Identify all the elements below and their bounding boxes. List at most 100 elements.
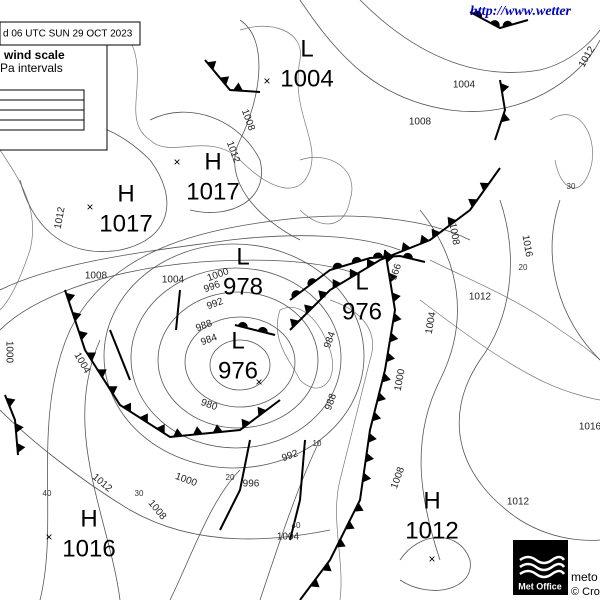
isobar-label: 1008 [409,117,432,128]
cold-front-symbol [389,332,399,343]
cold-front-symbol [219,76,230,86]
cold-front-symbol [304,304,314,314]
cold-front-symbol [212,424,223,433]
system-kind: L [236,243,249,270]
cold-front-symbol [172,428,183,437]
centre-marker: × [263,74,270,88]
cold-front-symbol [108,386,118,395]
cold-front-symbol [139,413,148,423]
isobar-label: 1004 [277,532,300,543]
latitude-label: 40 [43,489,52,498]
cold-front-symbol [156,424,165,434]
cold-front-symbol [385,252,395,263]
cold-front-symbol [479,182,490,192]
cold-front-symbol [381,372,391,383]
latitude-label: 30 [135,489,144,498]
system-pressure: 1017 [186,178,239,205]
warm-front-symbol [402,252,413,260]
warm-front-symbol [472,10,483,19]
cold-front-symbol [392,292,401,303]
warm-front-symbol [332,262,343,270]
warm-front-symbol [490,20,500,28]
centre-marker: × [45,530,52,544]
cold-front-symbol [349,268,359,279]
system-pressure: 976 [342,298,382,325]
cold-front-symbol [362,472,372,483]
system-pressure: 976 [218,357,258,384]
system-kind: L [355,268,368,295]
warm-front-symbol [237,321,248,329]
cold-front-symbol [500,112,511,123]
system-kind: H [80,505,97,532]
isobar-label: 996 [243,479,260,490]
legend-title: wind scale [3,48,65,62]
cold-front-symbol [366,258,376,268]
isobar-label: 1008 [447,222,462,246]
warm-front-symbol [502,20,513,28]
front-line [204,59,261,93]
cold-front-symbol [290,318,300,328]
logo-waves [519,555,566,579]
front-line [175,289,181,331]
cold-front-symbol [388,272,398,283]
warm-front-symbol [307,278,317,287]
cold-front-symbol [318,290,328,300]
cold-front-symbol [97,369,107,378]
centre-marker: × [255,375,262,389]
cold-front-symbol [447,216,457,227]
coastlines [0,26,600,600]
front-line [219,439,251,531]
cold-front-symbol [386,352,395,363]
cold-front-symbol [368,432,377,443]
logo-name: meto [571,570,598,584]
front-line [289,439,306,541]
latitude-label: 20 [226,473,235,482]
isobar-label: 1016 [520,234,535,258]
front-line [299,249,397,600]
system-kind: L [300,35,313,62]
latitude-label: 20 [519,263,528,272]
legend-subtitle: Pa intervals [0,61,63,75]
latitude-label: 40 [292,521,301,530]
cold-front-symbol [468,198,478,208]
cold-front-symbol [336,538,346,548]
copyright: © Cro [571,586,600,598]
cold-front-symbol [78,330,88,341]
cold-front-symbol [365,452,374,463]
cold-front-symbol [310,578,320,588]
cold-front-symbol [86,352,97,361]
centre-marker: × [173,155,180,169]
isobar-label: 1004 [162,275,185,286]
cold-front-symbol [72,311,82,322]
system-kind: H [204,148,221,175]
cold-front-symbol [332,279,342,289]
isobar-label: 1012 [53,206,68,230]
system-pressure: 1017 [99,210,152,237]
isobar-label: 1000 [393,368,408,392]
front-line [289,254,426,301]
latitude-label: 10 [313,439,322,448]
system-pressure: 978 [223,273,263,300]
system-kind: L [231,327,244,354]
isobar-label: 1004 [424,311,439,335]
isobar-label: 1016 [579,422,600,433]
cold-front-symbol [16,442,26,453]
front-line [494,79,507,141]
system-pressure: 1016 [62,535,115,562]
logo-brand: Met Office [518,581,562,591]
centre-marker: × [86,200,93,214]
centre-marker: × [319,288,326,302]
cold-front-symbol [206,61,217,70]
cold-front-symbol [345,520,355,530]
cold-front-symbol [354,502,364,512]
cold-front-symbol [65,292,76,303]
system-kind: H [423,487,440,514]
warm-front-symbol [257,326,268,334]
cold-front-symbol [6,397,16,408]
cold-front-symbol [322,562,332,572]
website-url: http://www.wetter [470,4,572,19]
cold-front-symbol [257,406,267,417]
isobar-label: 1008 [85,271,108,282]
isobar-label: 1012 [507,497,530,508]
